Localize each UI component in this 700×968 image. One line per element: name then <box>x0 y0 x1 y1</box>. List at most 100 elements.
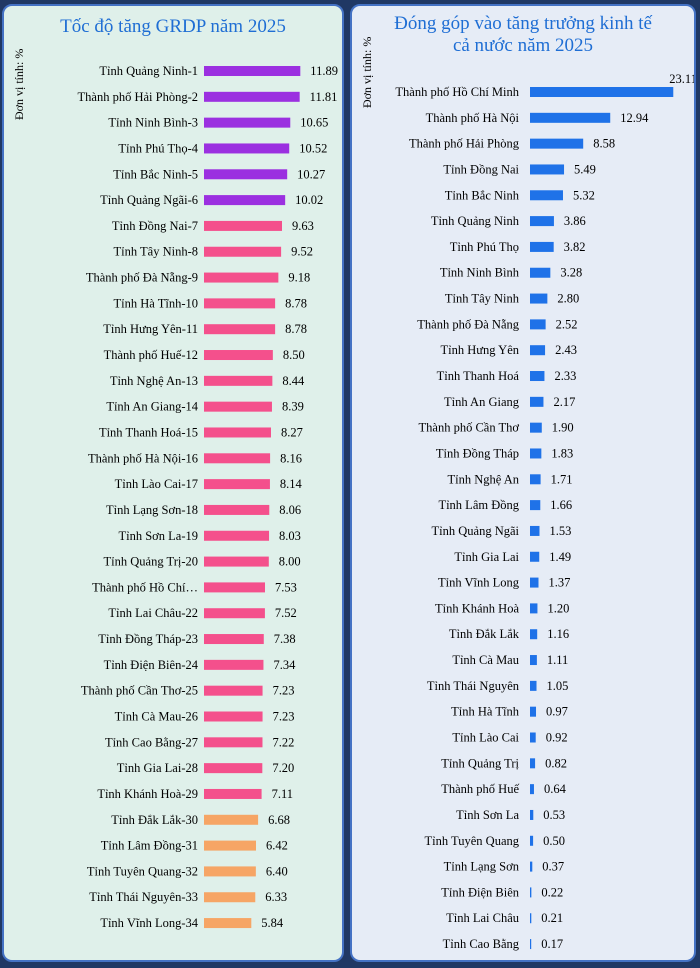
grdp-category-label: Thành phố Huế-12 <box>104 348 198 362</box>
contribution-bar <box>530 835 534 846</box>
contribution-bar <box>530 190 563 201</box>
grdp-bar <box>204 117 291 128</box>
contribution-bar <box>530 887 532 898</box>
grdp-value-label: 7.20 <box>272 761 294 775</box>
contribution-bar <box>530 913 532 924</box>
contribution-bar <box>530 241 554 252</box>
grdp-category-label: Tỉnh Đắk Lắk-30 <box>111 813 198 827</box>
grdp-bar <box>204 453 271 464</box>
contribution-value-label: 1.71 <box>551 472 573 486</box>
grdp-bar <box>204 840 257 851</box>
grdp-value-label: 8.06 <box>279 503 301 517</box>
grdp-category-label: Thành phố Cần Thơ-25 <box>81 684 198 698</box>
contribution-bar <box>530 939 532 950</box>
contribution-category-label: Tỉnh Lâm Đồng <box>438 498 519 512</box>
contribution-category-label: Tỉnh Cao Bằng <box>443 937 520 951</box>
contribution-bar <box>530 706 537 717</box>
grdp-value-label: 7.23 <box>273 684 295 698</box>
contribution-bar <box>530 603 538 614</box>
grdp-category-label: Tỉnh Cà Mau-26 <box>115 710 198 724</box>
contribution-value-label: 3.28 <box>560 266 582 280</box>
contribution-category-label: Thành phố Hà Nội <box>426 111 520 125</box>
contribution-category-label: Tỉnh Hưng Yên <box>440 343 519 357</box>
contribution-value-label: 2.80 <box>557 292 579 306</box>
contribution-category-label: Tỉnh Đồng Nai <box>443 162 519 176</box>
grdp-category-label: Tỉnh Lào Cai-17 <box>115 477 198 491</box>
contribution-category-label: Tỉnh Ninh Bình <box>440 266 520 280</box>
contribution-category-label: Tỉnh Lai Châu <box>446 911 520 925</box>
grdp-value-label: 8.78 <box>285 322 307 336</box>
grdp-bar <box>204 737 263 748</box>
contribution-bar <box>530 216 554 227</box>
grdp-value-label: 8.14 <box>280 477 303 491</box>
grdp-category-label: Tỉnh An Giang-14 <box>106 400 198 414</box>
contribution-category-label: Tỉnh An Giang <box>444 395 520 409</box>
grdp-value-label: 8.27 <box>281 425 303 439</box>
grdp-category-label: Tỉnh Bắc Ninh-5 <box>113 167 198 181</box>
contribution-value-label: 2.17 <box>553 395 575 409</box>
contribution-category-label: Tỉnh Khánh Hoà <box>435 601 519 615</box>
contribution-value-label: 0.53 <box>543 808 565 822</box>
grdp-bar <box>204 66 301 76</box>
grdp-value-label: 10.65 <box>300 116 328 130</box>
contribution-category-label: Tỉnh Quảng Ninh <box>431 214 520 228</box>
grdp-value-label: 10.52 <box>299 141 327 155</box>
grdp-value-label: 7.53 <box>275 580 297 594</box>
contribution-category-label: Tỉnh Thanh Hoá <box>437 369 520 383</box>
grdp-bar <box>204 608 265 619</box>
grdp-bar <box>204 91 300 102</box>
grdp-bar <box>204 401 272 412</box>
contribution-category-label: Tỉnh Hà Tĩnh <box>451 705 520 719</box>
grdp-bar <box>204 634 264 645</box>
grdp-bar <box>204 246 282 257</box>
grdp-category-label: Tỉnh Điện Biên-24 <box>104 658 199 672</box>
grdp-value-label: 8.03 <box>279 529 301 543</box>
contribution-bar <box>530 138 584 149</box>
contribution-category-label: Tỉnh Đồng Tháp <box>436 446 519 460</box>
grdp-value-label: 7.11 <box>272 787 293 801</box>
contribution-category-label: Tỉnh Tuyên Quang <box>425 834 520 848</box>
grdp-bar <box>204 711 263 722</box>
grdp-value-label: 8.50 <box>283 348 305 362</box>
contribution-category-label: Tỉnh Bắc Ninh <box>445 188 520 202</box>
grdp-bar <box>204 892 256 903</box>
contribution-category-label: Tỉnh Cà Mau <box>452 653 519 667</box>
contribution-category-label: Thành phố Huế <box>441 782 519 796</box>
grdp-category-label: Thành phố Hồ Chí… <box>92 580 198 594</box>
grdp-bar <box>204 375 273 386</box>
grdp-category-label: Tỉnh Sơn La-19 <box>118 529 198 543</box>
grdp-bar <box>204 582 265 593</box>
contribution-panel: Đóng góp vào tăng trưởng kinh tế cả nước… <box>350 4 696 962</box>
grdp-category-label: Tỉnh Phú Thọ-4 <box>118 141 198 155</box>
contribution-value-label: 12.94 <box>620 111 649 125</box>
grdp-value-label: 6.42 <box>266 839 288 853</box>
contribution-value-label: 1.53 <box>549 524 571 538</box>
contribution-category-label: Tỉnh Quảng Ngãi <box>432 524 520 538</box>
contribution-value-label: 1.49 <box>549 550 571 564</box>
contribution-value-label: 1.16 <box>547 627 569 641</box>
contribution-category-label: Tỉnh Quảng Trị <box>441 756 519 770</box>
grdp-value-label: 7.22 <box>272 735 294 749</box>
contribution-value-label: 5.49 <box>574 162 596 176</box>
contribution-value-label: 3.86 <box>564 214 586 228</box>
contribution-bar <box>530 655 537 666</box>
grdp-category-label: Thành phố Hà Nội-16 <box>88 451 198 465</box>
grdp-bar <box>204 195 286 206</box>
grdp-value-label: 7.52 <box>275 606 297 620</box>
contribution-bar <box>530 319 546 330</box>
grdp-category-label: Tỉnh Tây Ninh-8 <box>114 245 198 259</box>
contribution-category-label: Tỉnh Tây Ninh <box>445 292 520 306</box>
grdp-bar <box>204 504 270 515</box>
contribution-bar <box>530 345 546 356</box>
contribution-category-label: Tỉnh Điện Biên <box>441 885 520 899</box>
grdp-bar <box>204 324 276 335</box>
grdp-value-label: 6.68 <box>268 813 290 827</box>
grdp-category-label: Tỉnh Khánh Hoà-29 <box>97 787 198 801</box>
grdp-category-label: Tỉnh Cao Bằng-27 <box>105 735 198 749</box>
grdp-bar <box>204 272 279 283</box>
contribution-value-label: 0.21 <box>541 911 563 925</box>
contribution-bar <box>530 448 542 459</box>
contribution-value-label: 0.22 <box>541 885 563 899</box>
grdp-category-label: Tỉnh Hà Tĩnh-10 <box>114 296 198 310</box>
contribution-value-label: 0.82 <box>545 756 567 770</box>
